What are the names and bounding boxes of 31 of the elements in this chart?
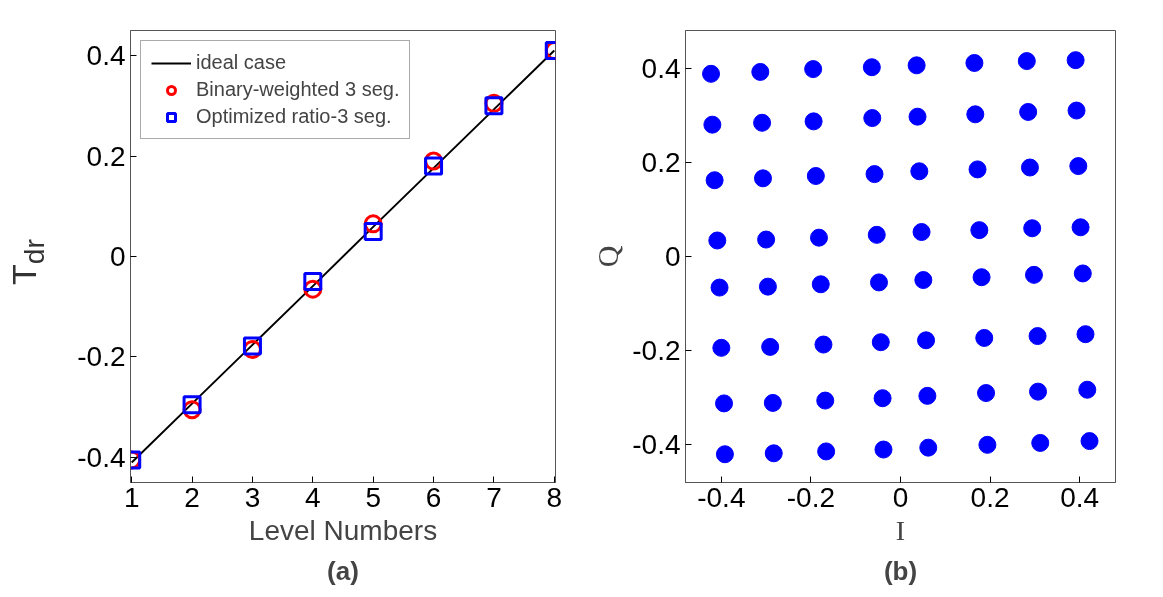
- x-axis-title: Level Numbers: [248, 514, 438, 546]
- x-tick-label: 3: [244, 481, 261, 513]
- legend-label: ideal case: [196, 51, 287, 74]
- x-tick-label: 7: [486, 481, 502, 513]
- y-tick-label: 0.4: [641, 52, 681, 84]
- x-tick-label: 8: [546, 481, 563, 513]
- y-axis-title: Q: [591, 245, 625, 268]
- y-tick-label: -0.2: [77, 341, 126, 373]
- y-tick-label: 0.4: [86, 40, 126, 72]
- legend-label: Binary-weighted 3 seg.: [196, 78, 400, 101]
- x-tick-label: 5: [365, 481, 381, 513]
- legend-label: Optimized ratio-3 seg.: [196, 105, 392, 128]
- x-tick-label: -0.4: [697, 481, 746, 513]
- text: (b): [883, 555, 918, 586]
- y-tick-label: -0.4: [632, 429, 681, 461]
- x-axis-title: I: [895, 514, 906, 546]
- y-tick-label: -0.2: [632, 335, 681, 367]
- x-tick-label: -0.2: [786, 481, 836, 513]
- x-tick-label: 0.2: [970, 481, 1010, 513]
- x-tick-label: 6: [425, 481, 442, 513]
- x-tick-label: 0.4: [1060, 481, 1100, 513]
- x-tick-label: 0: [892, 481, 909, 513]
- y-tick-label: -0.4: [77, 441, 126, 473]
- y-tick-label: 0: [109, 241, 126, 272]
- x-tick-label: 1: [123, 481, 140, 513]
- x-tick-label: 4: [305, 481, 321, 513]
- y-tick-label: 0.2: [641, 146, 681, 178]
- x-tick-label: 2: [184, 481, 200, 513]
- y-tick-label: 0: [664, 241, 681, 272]
- text: (a): [327, 555, 359, 586]
- y-tick-label: 0.2: [86, 140, 126, 172]
